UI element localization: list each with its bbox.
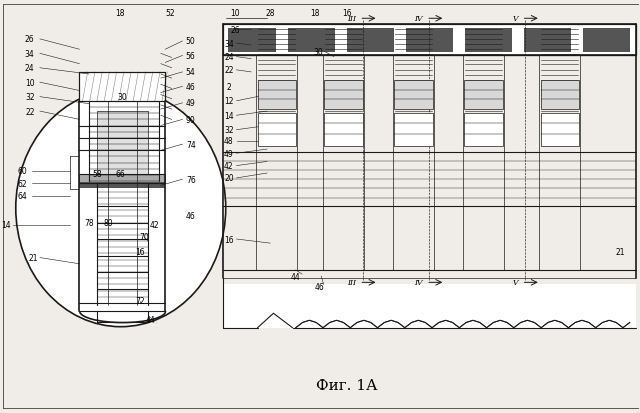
Text: 16: 16 [224,235,234,244]
Text: 49: 49 [224,150,234,158]
Text: 16: 16 [342,9,351,18]
Text: 66: 66 [116,170,125,179]
Bar [541,114,579,147]
Text: 32: 32 [25,93,35,102]
Bar [324,114,362,147]
Text: Фиг. 1А: Фиг. 1А [316,379,378,392]
Text: 58: 58 [92,170,102,179]
Text: 22: 22 [25,107,35,116]
Bar [524,29,571,53]
Bar [257,114,296,147]
Text: III: III [347,15,356,23]
Text: 26: 26 [25,35,35,44]
Text: 24: 24 [224,53,234,62]
Text: 14: 14 [224,112,234,121]
Text: 50: 50 [186,37,196,46]
Text: V: V [513,15,518,23]
Ellipse shape [16,90,226,327]
Text: 90: 90 [186,116,196,125]
Text: 44: 44 [146,315,156,324]
Text: 10: 10 [230,9,240,18]
Text: 42: 42 [150,221,159,230]
Text: 70: 70 [140,233,149,242]
Text: 20: 20 [224,174,234,183]
Text: 64: 64 [17,192,27,201]
Bar [223,25,636,56]
Text: 32: 32 [224,126,234,135]
Text: 21: 21 [29,254,38,262]
Text: 80: 80 [103,218,113,228]
Bar [223,285,636,328]
Text: 2: 2 [227,83,231,92]
Text: 12: 12 [224,97,234,106]
Text: 72: 72 [135,297,145,306]
Text: 30: 30 [118,93,127,102]
Text: 26: 26 [230,26,240,35]
Bar [79,73,165,102]
Bar [79,175,165,184]
Bar [324,81,362,110]
Text: 49: 49 [186,99,196,108]
Bar [406,29,453,53]
Text: 42: 42 [224,161,234,171]
Text: 52: 52 [165,9,175,18]
Bar [228,29,276,53]
Bar [394,114,433,147]
Bar [465,114,502,147]
Bar [583,29,630,53]
Text: IV: IV [415,15,423,23]
Text: 21: 21 [616,247,625,256]
Bar [465,81,502,110]
Text: 16: 16 [135,247,145,256]
Text: 46: 46 [186,211,196,220]
Text: 74: 74 [186,140,196,149]
Text: 18: 18 [115,9,124,18]
Text: III: III [347,279,356,287]
Text: 34: 34 [25,50,35,59]
Text: 14: 14 [1,221,11,230]
Text: 62: 62 [17,179,27,188]
Bar [541,81,579,110]
Text: 60: 60 [17,167,27,176]
Bar [79,73,165,102]
Text: IV: IV [415,279,423,287]
Text: 18: 18 [310,9,319,18]
Text: 10: 10 [25,78,35,88]
Bar [97,112,148,176]
Bar [465,29,512,53]
Text: 28: 28 [266,9,275,18]
Bar [394,81,433,110]
Text: 78: 78 [84,218,93,228]
Text: 76: 76 [186,175,196,184]
Text: 30: 30 [313,47,323,57]
Text: 54: 54 [186,68,196,77]
Bar [223,25,636,56]
Text: 46: 46 [315,282,324,291]
Text: 22: 22 [224,66,234,75]
Bar [287,29,335,53]
Bar [347,29,394,53]
Text: 56: 56 [186,52,196,61]
Text: 44: 44 [291,273,301,282]
Text: 46: 46 [186,83,196,92]
Text: 48: 48 [224,137,234,146]
Text: 24: 24 [25,64,35,73]
Bar [257,81,296,110]
Text: V: V [513,279,518,287]
Text: 34: 34 [224,39,234,48]
Bar [79,183,165,189]
